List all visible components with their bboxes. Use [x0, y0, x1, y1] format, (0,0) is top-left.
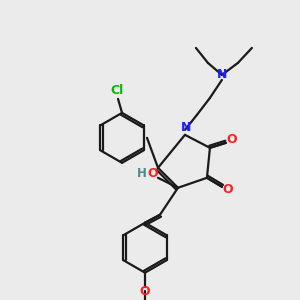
- Text: O: O: [140, 285, 150, 298]
- Text: Cl: Cl: [110, 84, 124, 98]
- Text: N: N: [181, 122, 191, 134]
- Text: N: N: [217, 68, 227, 81]
- Text: O: O: [223, 183, 233, 196]
- Text: O: O: [226, 133, 237, 146]
- Text: O: O: [148, 167, 158, 180]
- Text: H: H: [137, 167, 147, 180]
